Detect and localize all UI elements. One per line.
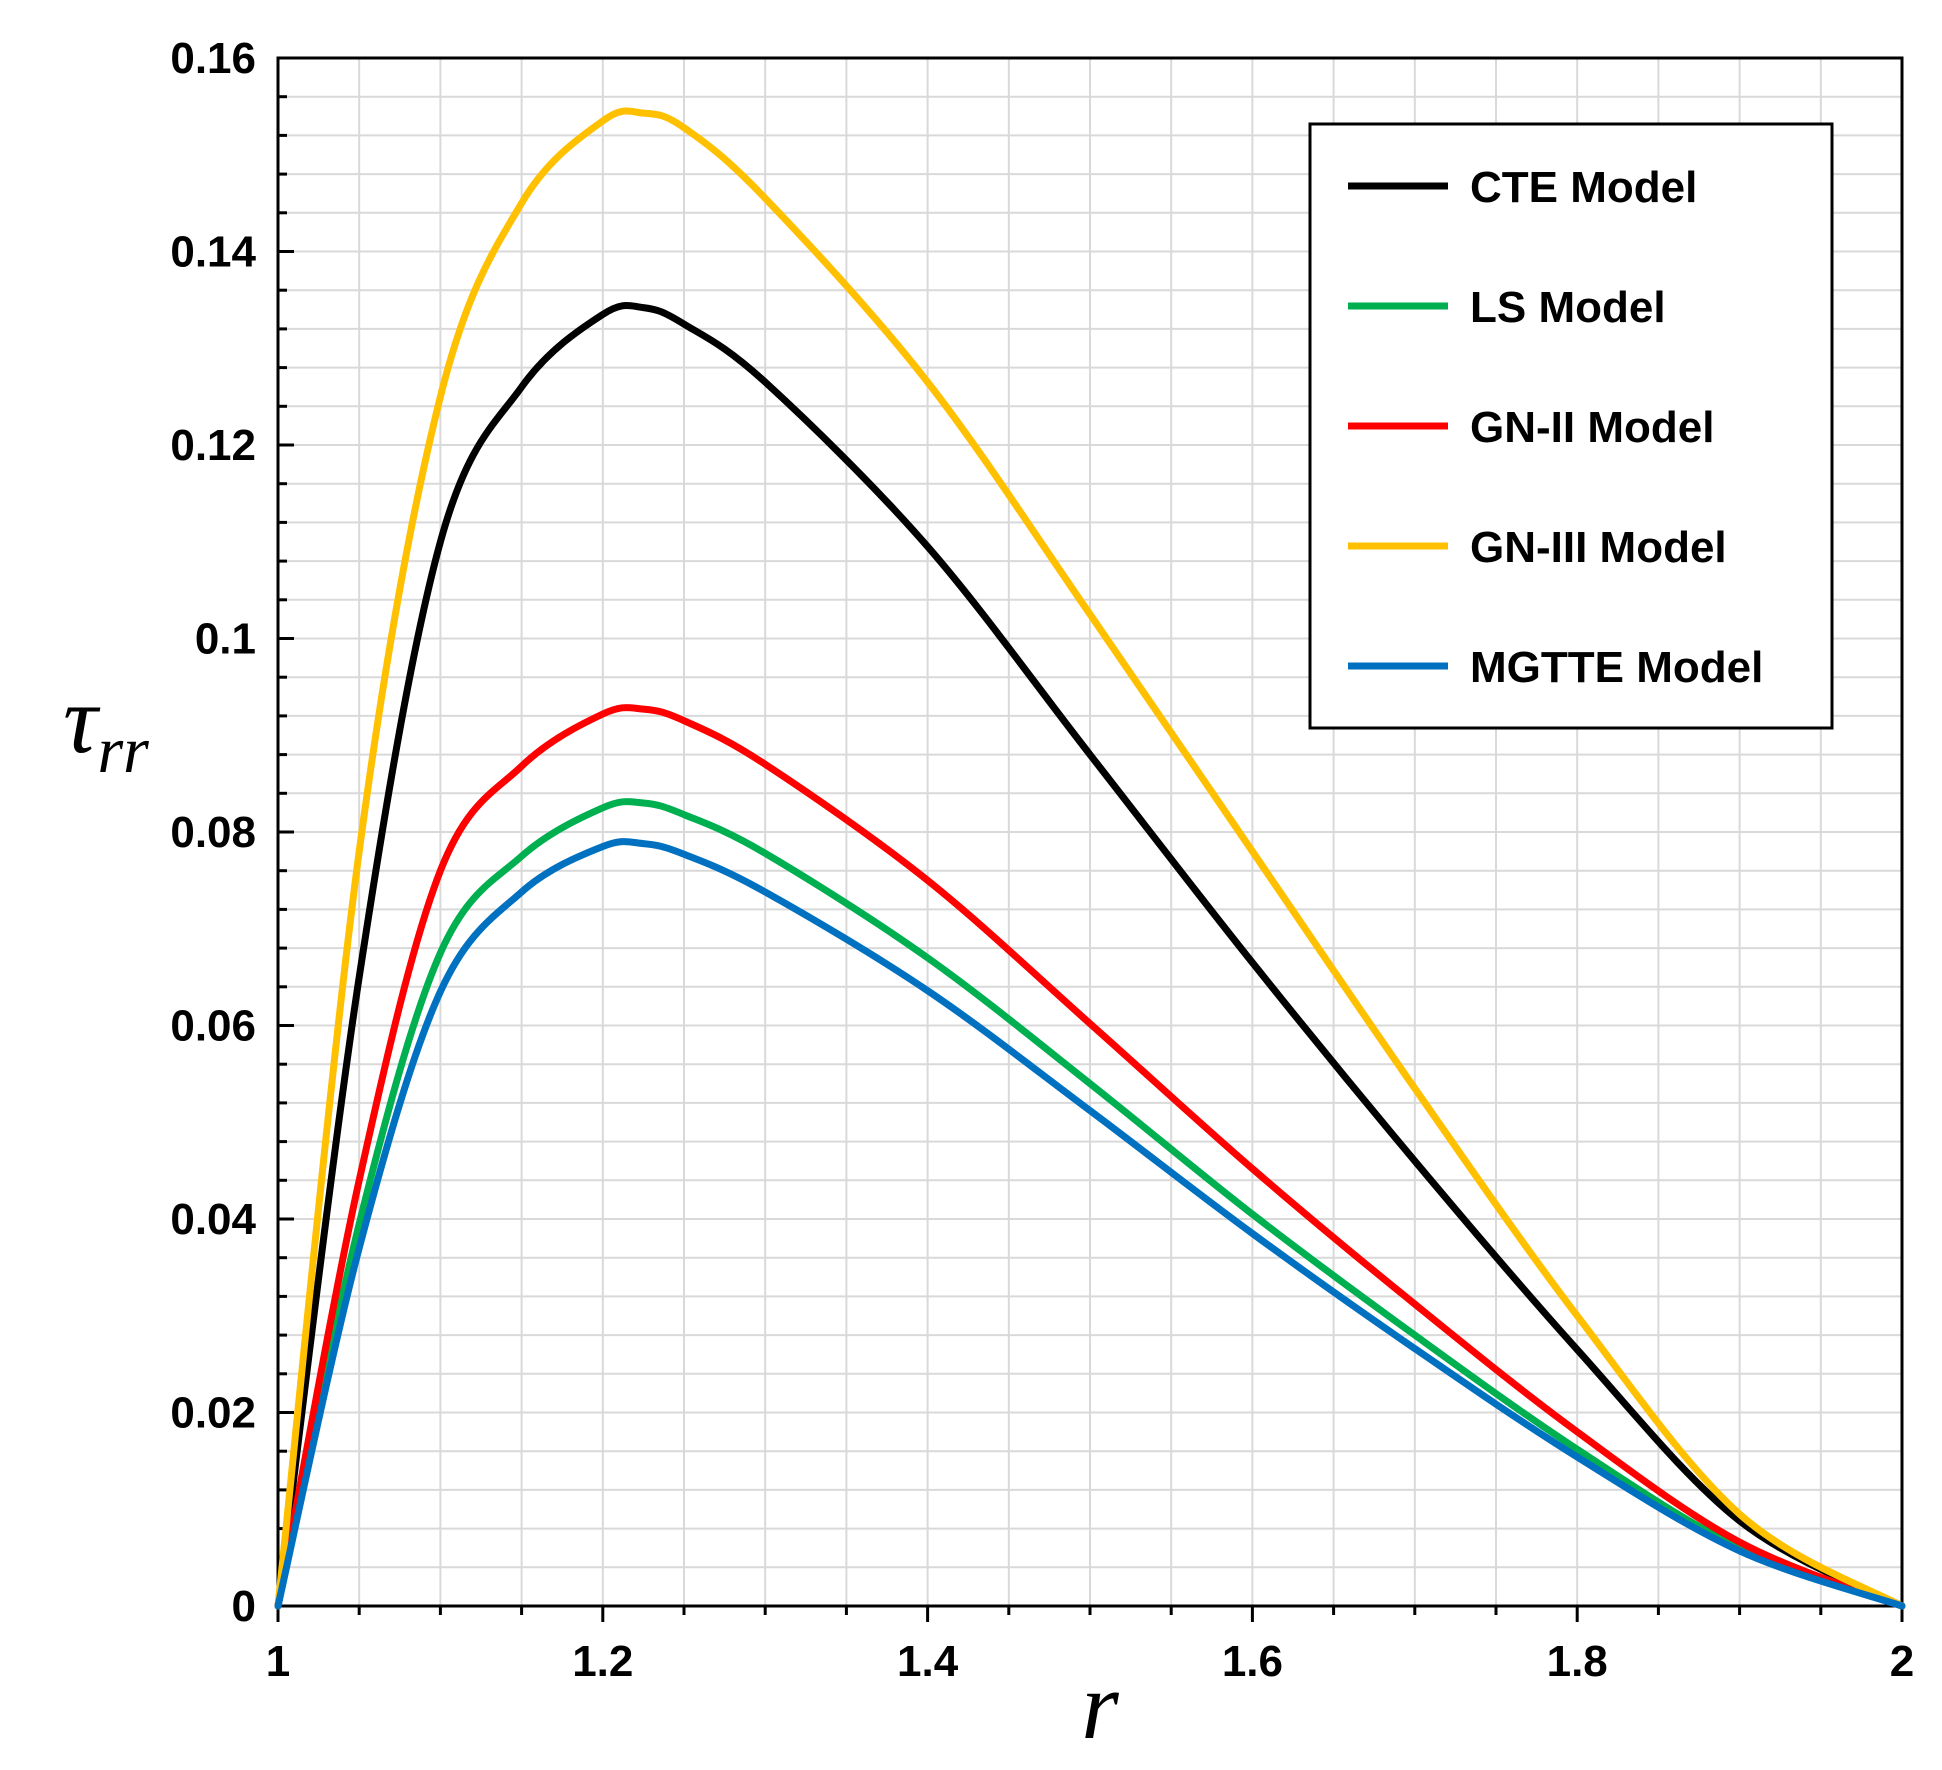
x-tick-label: 1.4 (897, 1637, 959, 1686)
series-lines (274, 107, 1906, 1610)
legend-label-gn-iii-model: GN-III Model (1470, 523, 1727, 572)
legend-label-ls-model: LS Model (1470, 283, 1666, 332)
x-tick-label: 1.8 (1547, 1637, 1608, 1686)
series-line-gn-iii-model (274, 107, 1906, 1610)
y-tick-label: 0.14 (170, 228, 256, 277)
legend-label-gn-ii-model: GN-II Model (1470, 403, 1714, 452)
y-tick-label: 0.08 (170, 808, 256, 857)
y-tick-label: 0.02 (170, 1389, 256, 1438)
y-tick-label: 0.12 (170, 421, 256, 470)
series-line-mgtte-model (274, 838, 1906, 1610)
legend-label-mgtte-model: MGTTE Model (1470, 643, 1763, 692)
y-tick-label: 0.1 (195, 615, 256, 664)
series-line-gn-ii-model (274, 704, 1906, 1610)
legend-box (1308, 122, 1834, 730)
y-tick-label: 0.04 (170, 1195, 256, 1244)
y-axis-title-subscript: rr (97, 714, 149, 787)
axis-tick-labels: 1 1.2 1.4 1.6 1.8 2 0 0.02 0.04 0.06 0.08 0.1 0.12 0.… (170, 34, 1914, 1686)
x-tick-label: 1.2 (572, 1637, 633, 1686)
legend: CTE Model LS Model GN-II Model GN-III Model… (1308, 122, 1834, 730)
y-tick-label: 0.06 (170, 1002, 256, 1051)
legend-label-cte-model: CTE Model (1470, 163, 1697, 212)
y-axis-title: τrr (63, 666, 149, 787)
x-tick-label: 2 (1890, 1637, 1914, 1686)
y-tick-label: 0 (232, 1582, 256, 1631)
x-axis-title: r (1081, 1652, 1119, 1759)
y-tick-label: 0.16 (170, 34, 256, 83)
y-axis-title-symbol: τ (63, 666, 101, 773)
x-tick-label: 1.6 (1222, 1637, 1283, 1686)
x-tick-label: 1 (266, 1637, 290, 1686)
series-line-ls-model (274, 798, 1906, 1610)
series-line-cte-model (274, 301, 1906, 1610)
